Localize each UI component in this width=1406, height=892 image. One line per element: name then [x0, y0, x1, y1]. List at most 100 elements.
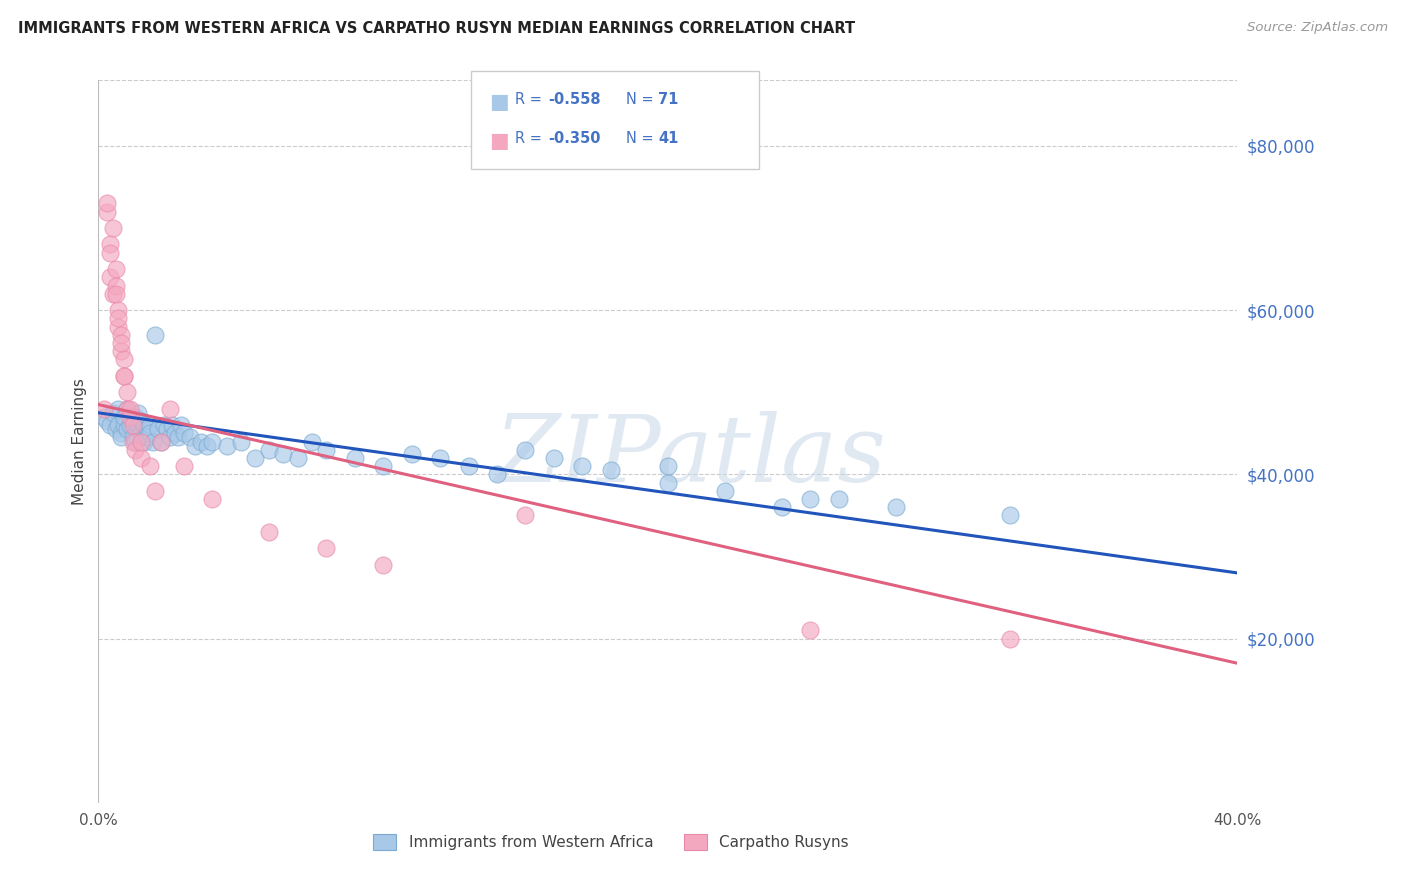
Point	[112, 368, 135, 383]
Point	[429, 450, 451, 465]
Point	[96, 414, 118, 428]
Point	[118, 401, 141, 416]
Point	[101, 406, 124, 420]
Point	[121, 430, 143, 444]
Point	[657, 459, 679, 474]
Point	[132, 434, 155, 449]
Point	[273, 447, 295, 461]
Point	[301, 434, 323, 449]
Point	[150, 434, 173, 449]
Point	[124, 409, 146, 424]
Point	[112, 409, 135, 424]
Point	[179, 430, 201, 444]
Point	[600, 463, 623, 477]
Point	[998, 508, 1021, 523]
Point	[150, 434, 173, 449]
Point	[112, 352, 135, 367]
Point	[173, 426, 195, 441]
Point	[132, 418, 155, 433]
Point	[770, 500, 793, 515]
Point	[543, 450, 565, 465]
Point	[115, 401, 138, 416]
Point	[173, 459, 195, 474]
Point	[93, 401, 115, 416]
Point	[159, 430, 181, 444]
Text: ZIPatlas: ZIPatlas	[495, 411, 887, 501]
Point	[201, 434, 224, 449]
Point	[129, 414, 152, 428]
Point	[124, 442, 146, 457]
Point	[799, 624, 821, 638]
Point	[112, 368, 135, 383]
Point	[93, 409, 115, 424]
Point	[138, 426, 160, 441]
Text: Source: ZipAtlas.com: Source: ZipAtlas.com	[1247, 21, 1388, 34]
Point	[148, 422, 170, 436]
Point	[138, 418, 160, 433]
Point	[98, 418, 121, 433]
Point	[515, 508, 537, 523]
Point	[184, 439, 207, 453]
Point	[156, 422, 179, 436]
Point	[159, 401, 181, 416]
Point	[401, 447, 423, 461]
Point	[98, 237, 121, 252]
Point	[118, 418, 141, 433]
Point	[799, 491, 821, 506]
Point	[229, 434, 252, 449]
Point	[190, 434, 212, 449]
Point	[259, 442, 281, 457]
Text: R =: R =	[515, 131, 546, 146]
Point	[243, 450, 266, 465]
Point	[129, 426, 152, 441]
Point	[98, 245, 121, 260]
Point	[104, 286, 127, 301]
Point	[457, 459, 479, 474]
Point	[884, 500, 907, 515]
Point	[110, 430, 132, 444]
Point	[129, 450, 152, 465]
Point	[107, 319, 129, 334]
Text: IMMIGRANTS FROM WESTERN AFRICA VS CARPATHO RUSYN MEDIAN EARNINGS CORRELATION CHA: IMMIGRANTS FROM WESTERN AFRICA VS CARPAT…	[18, 21, 855, 36]
Point	[115, 422, 138, 436]
Point	[828, 491, 851, 506]
Text: N =: N =	[626, 131, 658, 146]
Point	[121, 418, 143, 433]
Text: N =: N =	[626, 92, 658, 107]
Point	[571, 459, 593, 474]
Point	[121, 434, 143, 449]
Point	[515, 442, 537, 457]
Point	[110, 426, 132, 441]
Point	[138, 459, 160, 474]
Point	[124, 434, 146, 449]
Point	[107, 401, 129, 416]
Point	[259, 524, 281, 539]
Point	[104, 262, 127, 277]
Point	[110, 327, 132, 342]
Point	[201, 491, 224, 506]
Point	[98, 270, 121, 285]
Point	[315, 442, 337, 457]
Point	[165, 426, 187, 441]
Point	[714, 483, 737, 498]
Point	[115, 385, 138, 400]
Point	[141, 434, 163, 449]
Point	[998, 632, 1021, 646]
Point	[162, 418, 184, 433]
Point	[127, 406, 149, 420]
Point	[135, 422, 157, 436]
Legend: Immigrants from Western Africa, Carpatho Rusyns: Immigrants from Western Africa, Carpatho…	[367, 829, 855, 856]
Point	[107, 311, 129, 326]
Point	[101, 221, 124, 235]
Point	[101, 286, 124, 301]
Point	[657, 475, 679, 490]
Point	[343, 450, 366, 465]
Point	[110, 336, 132, 351]
Point	[145, 483, 167, 498]
Point	[118, 409, 141, 424]
Point	[96, 204, 118, 219]
Point	[287, 450, 309, 465]
Text: R =: R =	[515, 92, 546, 107]
Point	[167, 430, 190, 444]
Point	[135, 430, 157, 444]
